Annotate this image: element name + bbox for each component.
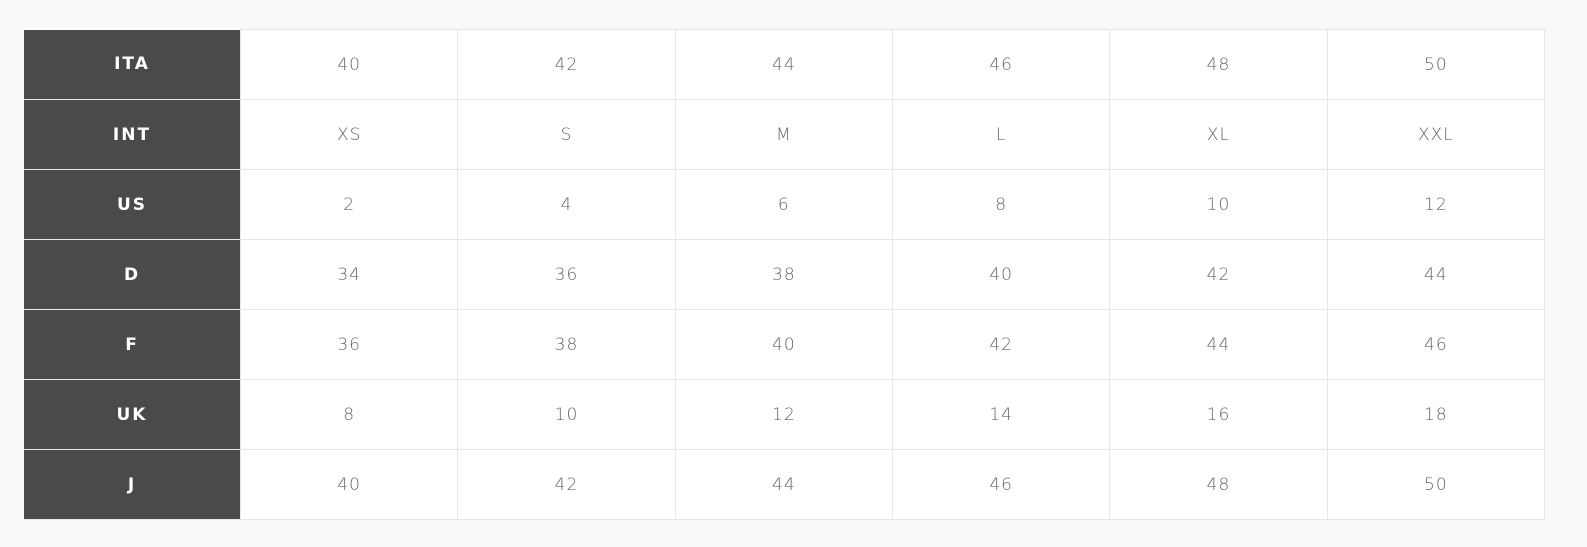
size-cell: 44	[674, 449, 893, 520]
size-cell: 46	[1326, 309, 1546, 380]
size-cell: 4	[457, 169, 676, 240]
size-cell: 48	[1109, 449, 1328, 520]
size-cell: 40	[674, 309, 893, 380]
size-cell: 10	[457, 379, 676, 450]
size-cell: 46	[891, 449, 1111, 520]
size-cell: 8	[239, 379, 459, 450]
size-cell: 12	[674, 379, 893, 450]
size-conversion-table: ITA 40 42 44 46 48 50 INT XS S M L XL XXL US 2 4 6 8 10 12 D 3…	[24, 29, 1546, 520]
size-cell: 34	[239, 239, 459, 310]
size-cell: L	[891, 99, 1111, 170]
table-row-uk: UK 8 10 12 14 16 18	[24, 379, 1546, 450]
size-cell: 38	[674, 239, 893, 310]
size-cell: M	[674, 99, 893, 170]
row-header: D	[24, 239, 241, 310]
size-cell: 44	[1109, 309, 1328, 380]
size-cell: XL	[1109, 99, 1328, 170]
table-row-d: D 34 36 38 40 42 44	[24, 239, 1546, 310]
size-cell: XXL	[1326, 99, 1546, 170]
size-cell: 36	[239, 309, 459, 380]
size-cell: 2	[239, 169, 459, 240]
size-cell: 16	[1109, 379, 1328, 450]
table-row-j: J 40 42 44 46 48 50	[24, 449, 1546, 520]
size-cell: 10	[1109, 169, 1328, 240]
table-body: ITA 40 42 44 46 48 50 INT XS S M L XL XXL US 2 4 6 8 10 12 D 3…	[24, 29, 1546, 520]
table-row-f: F 36 38 40 42 44 46	[24, 309, 1546, 380]
size-cell: 40	[239, 449, 459, 520]
table-row-ita: ITA 40 42 44 46 48 50	[24, 29, 1546, 100]
size-cell: 18	[1326, 379, 1546, 450]
size-cell: 14	[891, 379, 1111, 450]
size-cell: 44	[1326, 239, 1546, 310]
row-header: UK	[24, 379, 241, 450]
size-cell: 42	[891, 309, 1111, 380]
row-header: F	[24, 309, 241, 380]
size-cell: 40	[891, 239, 1111, 310]
size-cell: 12	[1326, 169, 1546, 240]
size-cell: 44	[674, 29, 893, 100]
table-row-int: INT XS S M L XL XXL	[24, 99, 1546, 170]
size-cell: 38	[457, 309, 676, 380]
size-cell: XS	[239, 99, 459, 170]
size-cell: 40	[239, 29, 459, 100]
size-cell: 8	[891, 169, 1111, 240]
size-cell: 50	[1326, 29, 1546, 100]
size-cell: 42	[457, 29, 676, 100]
row-header: US	[24, 169, 241, 240]
size-cell: 48	[1109, 29, 1328, 100]
size-cell: 36	[457, 239, 676, 310]
row-header: ITA	[24, 29, 241, 100]
size-cell: 6	[674, 169, 893, 240]
row-header: J	[24, 449, 241, 520]
row-header: INT	[24, 99, 241, 170]
size-cell: S	[457, 99, 676, 170]
size-cell: 50	[1326, 449, 1546, 520]
size-cell: 46	[891, 29, 1111, 100]
table-row-us: US 2 4 6 8 10 12	[24, 169, 1546, 240]
size-cell: 42	[1109, 239, 1328, 310]
size-cell: 42	[457, 449, 676, 520]
